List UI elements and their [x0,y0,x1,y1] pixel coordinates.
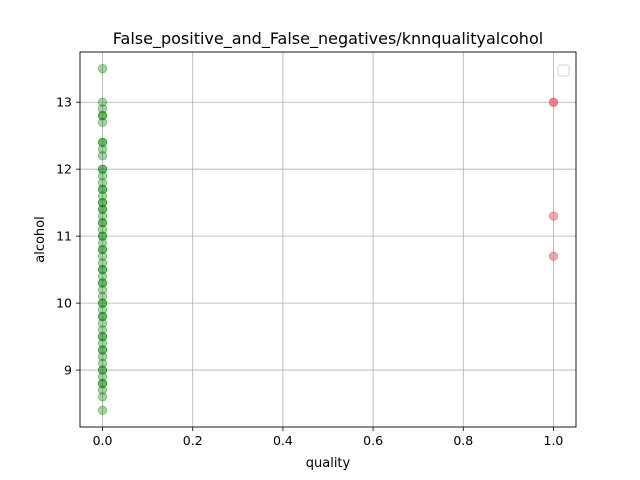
x-tick-label: 0.8 [453,433,473,448]
data-points [97,64,559,415]
data-point [97,218,108,228]
data-point [97,271,108,281]
chart-title: False_positive_and_False_negatives/knnqu… [113,29,543,49]
y-tick-label: 11 [56,229,72,244]
x-tick-label: 0.4 [273,433,293,448]
data-point [97,318,108,328]
data-point [97,231,108,241]
y-tick-label: 9 [64,363,72,378]
y-tick-label: 13 [56,95,72,110]
y-tick-label: 12 [56,162,72,177]
data-point [97,305,108,315]
data-point [97,345,108,355]
x-tick-label: 1.0 [544,433,564,448]
data-point [97,111,108,121]
data-point [97,144,108,154]
data-point [97,311,108,322]
data-point [97,365,108,375]
data-point [97,352,108,362]
data-point [548,251,559,261]
data-point [97,258,108,268]
data-point [97,331,108,342]
data-point [97,365,108,375]
data-point [97,204,108,214]
data-point [97,231,108,241]
axis-ticks: 0.0 0.2 0.4 0.6 0.8 1.0 9 10 11 12 13 [56,95,563,448]
data-point [97,198,108,208]
data-point [97,378,108,389]
data-point [97,244,108,255]
y-tick-label: 10 [56,296,72,311]
data-point [97,184,108,194]
data-point [97,278,108,288]
data-point [97,325,108,335]
data-point [97,385,108,395]
data-point [97,345,108,355]
data-point [97,177,108,188]
data-point [97,164,108,174]
x-tick-label: 0.0 [93,433,113,448]
data-point [97,238,108,248]
data-point [97,405,108,415]
data-point [97,265,108,275]
data-point [97,278,108,288]
data-point [97,265,108,275]
data-point [97,378,108,389]
data-point [548,97,559,107]
grid [80,52,576,427]
y-axis-label: alcohol [33,216,48,262]
data-point [97,97,108,107]
data-point [97,372,108,382]
data-point [97,285,108,295]
data-point [97,64,108,74]
data-point [97,211,108,221]
data-point [97,298,108,308]
data-point [97,244,108,255]
data-point [97,291,108,302]
data-point [97,298,108,308]
data-point [97,137,108,148]
data-point [97,392,108,402]
data-point [97,218,108,228]
legend [557,64,570,77]
data-point [97,224,108,235]
data-point [548,211,559,221]
data-point [97,358,108,368]
data-point [97,204,108,214]
data-point [97,164,108,174]
x-axis-label: quality [306,456,351,471]
x-tick-label: 0.2 [183,433,203,448]
data-point [97,198,108,208]
data-point [97,137,108,148]
data-point [97,191,108,201]
data-point [97,151,108,161]
data-point [97,311,108,322]
data-point [97,104,108,114]
data-point [97,331,108,342]
x-tick-label: 0.6 [363,433,383,448]
data-point [97,338,108,348]
data-point [97,171,108,181]
data-point [97,111,108,121]
plot-frame [79,51,577,428]
data-point [97,184,108,194]
data-point [97,117,108,127]
data-point [97,251,108,261]
